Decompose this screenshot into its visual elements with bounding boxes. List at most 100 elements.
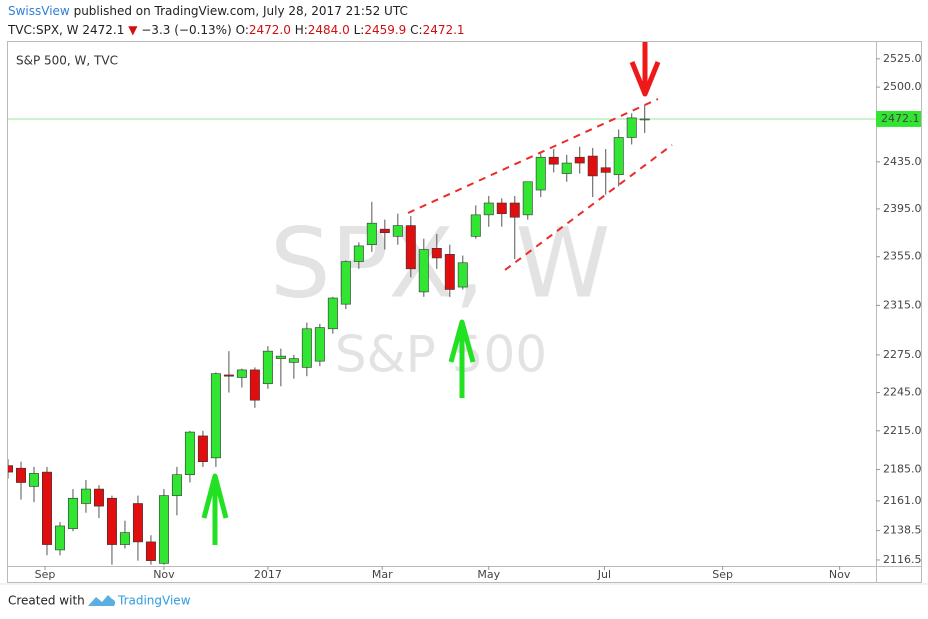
- x-tick-label: Mar: [372, 568, 393, 581]
- candle-body: [392, 225, 403, 237]
- published: published on TradingView.com, July 28, 2…: [74, 4, 408, 18]
- y-tick-label: 2525.0: [883, 52, 922, 65]
- y-tick-label: 2275.0: [883, 348, 922, 361]
- y-tick-label: 2315.0: [883, 298, 922, 311]
- arrow-head: [629, 61, 661, 97]
- y-tick-label: 2355.0: [883, 250, 922, 263]
- green-arrow: [201, 473, 229, 545]
- candle-body: [210, 373, 221, 459]
- arrow-head: [448, 319, 476, 363]
- header-line-2: TVC:SPX, W 2472.1 ▼ −3.3 (−0.13%) O:2472…: [7, 23, 465, 37]
- trend-lines: [407, 98, 673, 271]
- y-tick-label: 2245.0: [883, 386, 922, 399]
- candle-body: [639, 118, 650, 121]
- y-tick-label: 2116.5: [883, 553, 922, 566]
- candle-body: [600, 167, 611, 173]
- footer-created: Created with: [8, 594, 85, 608]
- y-tick-label: 2138.5: [883, 524, 922, 537]
- candle-body: [340, 261, 351, 305]
- candle-body: [366, 222, 377, 246]
- candle-body: [574, 156, 585, 164]
- candle-body: [509, 202, 520, 218]
- candle-body: [42, 471, 52, 545]
- candle-body: [223, 374, 234, 377]
- last-price-label: 2472.1: [881, 112, 920, 125]
- candle-body: [67, 497, 78, 529]
- candle-body: [80, 488, 91, 504]
- down-arrow: ▼: [128, 23, 138, 37]
- candle-body: [418, 249, 429, 293]
- candle-body: [132, 503, 143, 543]
- candle-body: [431, 248, 442, 259]
- candle-body: [301, 328, 312, 368]
- x-tick-label: Sep: [712, 568, 733, 581]
- lower-trend-line: [504, 144, 673, 271]
- candle-body: [496, 202, 507, 214]
- candle-body: [353, 245, 364, 262]
- candle-body: [158, 495, 169, 564]
- h-label: H:: [295, 23, 308, 37]
- candle-body: [470, 214, 481, 237]
- c-label: C:: [410, 23, 422, 37]
- candle-body: [184, 431, 195, 476]
- candle-body: [8, 465, 13, 473]
- low: 2459.9: [364, 23, 406, 37]
- candle-body: [288, 358, 299, 363]
- candle-body: [106, 497, 117, 545]
- candle-body: [236, 369, 247, 378]
- chart-frame: [7, 41, 922, 583]
- x-tick-label: May: [477, 568, 500, 581]
- candle-body: [119, 532, 130, 545]
- close: 2472.1: [423, 23, 465, 37]
- candle-body: [405, 225, 416, 270]
- plot-area: [8, 105, 876, 565]
- header-line-1: SwissView published on TradingView.com, …: [8, 4, 408, 18]
- candle-body: [16, 467, 26, 483]
- candle-body: [29, 473, 39, 487]
- x-tick-label: Jul: [597, 568, 611, 581]
- watermark: SPX, W: [270, 207, 611, 319]
- candle-body: [561, 162, 572, 174]
- candle-body: [483, 202, 494, 216]
- candle-body: [54, 525, 65, 551]
- candle-body: [522, 181, 533, 216]
- last: 2472.1: [82, 23, 124, 37]
- open: 2472.0: [249, 23, 291, 37]
- l-label: L:: [354, 23, 365, 37]
- last-price-box: [876, 110, 921, 127]
- green-arrow: [448, 319, 476, 398]
- upper-trend-line: [407, 98, 659, 214]
- y-tick-label: 2435.0: [883, 155, 922, 168]
- logo: [88, 595, 116, 606]
- candle-body: [444, 254, 455, 290]
- candle-body: [535, 156, 546, 191]
- arrow-head: [201, 473, 229, 519]
- candle-body: [249, 369, 260, 401]
- change: −3.3 (−0.13%): [141, 23, 232, 37]
- y-tick-label: 2161.0: [883, 494, 922, 507]
- candle-body: [613, 137, 624, 176]
- high: 2484.0: [308, 23, 350, 37]
- candle-body: [327, 297, 338, 330]
- x-tick-label: Nov: [153, 568, 175, 581]
- y-tick-label: 2215.0: [883, 424, 922, 437]
- candle-body: [626, 117, 637, 138]
- o-label: O:: [236, 23, 249, 37]
- symbol: TVC:SPX, W: [7, 23, 79, 37]
- y-tick-label: 2395.0: [883, 202, 922, 215]
- red-arrow: [629, 42, 661, 97]
- candle-body: [275, 355, 286, 359]
- x-tick-label: Sep: [35, 568, 56, 581]
- candle-body: [262, 350, 273, 385]
- footer-brand[interactable]: TradingView: [117, 594, 191, 608]
- candle-body: [457, 262, 468, 288]
- candle-body: [93, 488, 104, 507]
- candle-body: [171, 474, 182, 496]
- y-tick-label: 2185.0: [883, 463, 922, 476]
- candle-body: [197, 435, 208, 463]
- candle-body: [548, 156, 559, 165]
- y-tick-label: 2500.0: [883, 80, 922, 93]
- x-tick-label: 2017: [254, 568, 282, 581]
- author[interactable]: SwissView: [8, 4, 70, 18]
